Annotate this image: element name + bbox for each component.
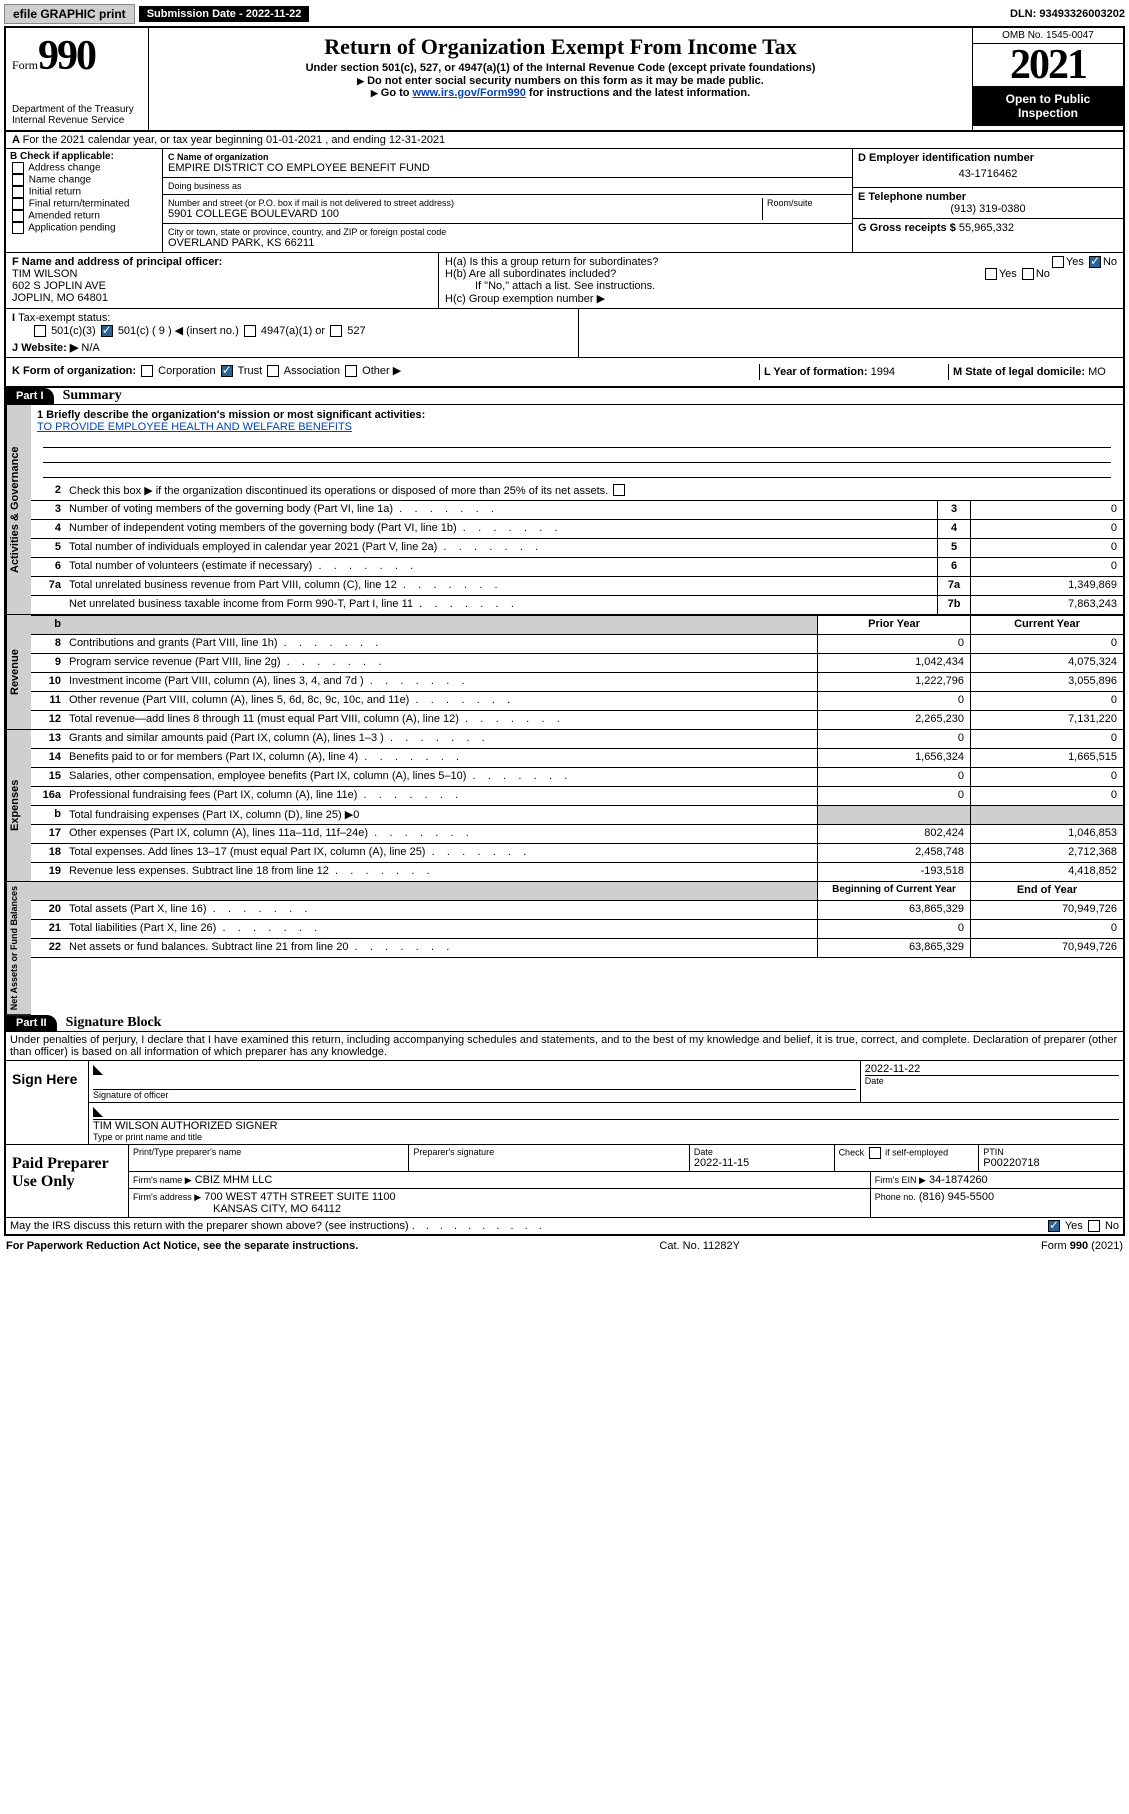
form-container: Form990 Department of the Treasury Inter… [4,26,1125,1236]
sign-mark-icon [93,1065,103,1075]
firm-ein: 34-1874260 [929,1174,988,1186]
k-corp[interactable] [141,365,153,377]
top-bar: efile GRAPHIC print Submission Date - 20… [4,4,1125,24]
table-row: 3Number of voting members of the governi… [31,501,1123,520]
ein: 43-1716462 [858,164,1118,184]
mission: TO PROVIDE EMPLOYEE HEALTH AND WELFARE B… [37,421,1117,433]
summary-revenue: Revenue b Prior Year Current Year 8Contr… [6,615,1123,730]
table-row: 7aTotal unrelated business revenue from … [31,577,1123,596]
checkbox-pending[interactable] [12,222,24,234]
year-formation: 1994 [871,366,895,378]
irs-link[interactable]: www.irs.gov/Form990 [413,87,526,99]
entity-block: B Check if applicable: Address change Na… [6,149,1123,253]
table-row: Net unrelated business taxable income fr… [31,596,1123,615]
state-domicile: MO [1088,366,1106,378]
org-name: EMPIRE DISTRICT CO EMPLOYEE BENEFIT FUND [168,162,847,174]
tax-year: 2021 [973,44,1123,86]
form-number: Form990 [12,32,142,80]
table-row: 6Total number of volunteers (estimate if… [31,558,1123,577]
gross-receipts: 55,965,332 [959,222,1014,234]
i-4947[interactable] [244,325,256,337]
part2-header: Part II Signature Block [6,1015,1123,1032]
sign-here-block: Sign Here Signature of officer 2022-11-2… [6,1061,1123,1145]
i-527[interactable] [330,325,342,337]
paid-preparer-block: Paid Preparer Use Only Print/Type prepar… [6,1145,1123,1218]
checkbox-amended[interactable] [12,210,24,222]
city-state-zip: OVERLAND PARK, KS 66211 [168,237,847,249]
col-c: C Name of organization EMPIRE DISTRICT C… [163,149,852,252]
i-501c3[interactable] [34,325,46,337]
form-title: Return of Organization Exempt From Incom… [157,34,964,60]
fh-block: F Name and address of principal officer:… [6,253,1123,309]
header-sub1: Under section 501(c), 527, or 4947(a)(1)… [157,62,964,74]
table-row: 5Total number of individuals employed in… [31,539,1123,558]
table-row: 20Total assets (Part X, line 16)63,865,3… [31,901,1123,920]
form-footer-right: Form 990 (2021) [1041,1240,1123,1252]
discuss-no[interactable] [1088,1220,1100,1232]
summary-netassets: Net Assets or Fund Balances Beginning of… [6,882,1123,1015]
table-row: 21Total liabilities (Part X, line 26)00 [31,920,1123,939]
klm-row: K Form of organization: Corporation Trus… [6,358,1123,388]
declaration: Under penalties of perjury, I declare th… [6,1032,1123,1061]
checkbox-final-return[interactable] [12,198,24,210]
website: N/A [81,342,99,354]
table-row: 18Total expenses. Add lines 13–17 (must … [31,844,1123,863]
ptin: P00220718 [983,1157,1119,1169]
checkbox-address-change[interactable] [12,162,24,174]
firm-phone: (816) 945-5500 [919,1191,994,1203]
summary-expenses: Expenses 13Grants and similar amounts pa… [6,730,1123,882]
ha-yes[interactable] [1052,256,1064,268]
table-row: 13Grants and similar amounts paid (Part … [31,730,1123,749]
line2-checkbox[interactable] [613,484,625,496]
dept-label: Department of the Treasury [12,104,142,115]
phone: (913) 319-0380 [858,203,1118,215]
dln-number: DLN: 93493326003202 [1010,8,1125,20]
officer-name: TIM WILSON [12,268,432,280]
table-row: 14Benefits paid to or for members (Part … [31,749,1123,768]
may-irs-discuss: May the IRS discuss this return with the… [6,1218,1123,1234]
irs-label: Internal Revenue Service [12,115,142,126]
k-trust[interactable] [221,365,233,377]
line-a: A For the 2021 calendar year, or tax yea… [6,132,1123,149]
signer-name: TIM WILSON AUTHORIZED SIGNER [93,1120,1119,1132]
self-employed-checkbox[interactable] [869,1147,881,1159]
header-sub2: Do not enter social security numbers on … [367,75,764,87]
efile-button[interactable]: efile GRAPHIC print [4,4,135,24]
sig-date: 2022-11-22 [865,1063,1119,1075]
street-address: 5901 COLLEGE BOULEVARD 100 [168,208,762,220]
table-row: 9Program service revenue (Part VIII, lin… [31,654,1123,673]
discuss-yes[interactable] [1048,1220,1060,1232]
hb-yes[interactable] [985,268,997,280]
open-public-badge: Open to Public Inspection [973,86,1123,126]
col-de: D Employer identification number 43-1716… [852,149,1123,252]
submission-date: Submission Date - 2022-11-22 [139,6,310,22]
table-row: 16aProfessional fundraising fees (Part I… [31,787,1123,806]
table-row: 22Net assets or fund balances. Subtract … [31,939,1123,958]
k-assoc[interactable] [267,365,279,377]
part1-header: Part I Summary [6,388,1123,405]
table-row: 19Revenue less expenses. Subtract line 1… [31,863,1123,882]
table-row: 10Investment income (Part VIII, column (… [31,673,1123,692]
summary-governance: Activities & Governance 1 Briefly descri… [6,405,1123,615]
hb-no[interactable] [1022,268,1034,280]
form-header: Form990 Department of the Treasury Inter… [6,28,1123,132]
table-row: 11Other revenue (Part VIII, column (A), … [31,692,1123,711]
i-501c[interactable] [101,325,113,337]
firm-address: 700 WEST 47TH STREET SUITE 1100 [204,1191,395,1203]
col-b: B Check if applicable: Address change Na… [6,149,163,252]
checkbox-name-change[interactable] [12,174,24,186]
table-row: 17Other expenses (Part IX, column (A), l… [31,825,1123,844]
sign-mark-icon [93,1107,103,1117]
k-other[interactable] [345,365,357,377]
page-footer: For Paperwork Reduction Act Notice, see … [4,1236,1125,1256]
firm-name: CBIZ MHM LLC [195,1174,273,1186]
ij-row: I Tax-exempt status: 501(c)(3) 501(c) ( … [6,309,1123,358]
checkbox-initial-return[interactable] [12,186,24,198]
table-row: 15Salaries, other compensation, employee… [31,768,1123,787]
table-row: 4Number of independent voting members of… [31,520,1123,539]
table-row: 8Contributions and grants (Part VIII, li… [31,635,1123,654]
ha-no[interactable] [1089,256,1101,268]
table-row: bTotal fundraising expenses (Part IX, co… [31,806,1123,825]
table-row: 12Total revenue—add lines 8 through 11 (… [31,711,1123,730]
